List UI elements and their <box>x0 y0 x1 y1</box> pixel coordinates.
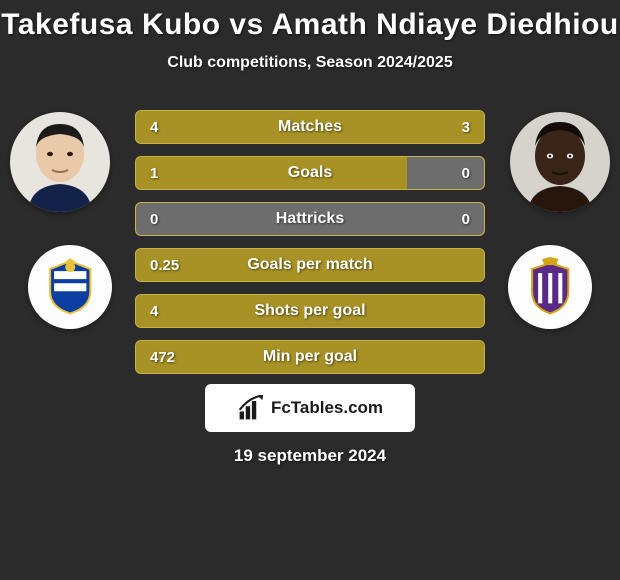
player2-avatar <box>510 112 610 212</box>
stat-row: 0.25Goals per match <box>135 248 485 282</box>
date-text: 19 september 2024 <box>0 446 620 466</box>
comparison-area: 43Matches10Goals00Hattricks0.25Goals per… <box>0 100 620 370</box>
stat-value-right: 0 <box>462 157 470 189</box>
stat-bar-right <box>334 111 484 143</box>
page-title: Takefusa Kubo vs Amath Ndiaye Diedhiou <box>0 8 620 42</box>
stat-label: Hattricks <box>136 203 484 235</box>
stat-row: 0 0Hattricks <box>135 202 485 236</box>
player2-club-logo <box>508 245 592 329</box>
stat-row: 4Shots per goal <box>135 294 485 328</box>
stats-list: 43Matches10Goals00Hattricks0.25Goals per… <box>135 100 485 374</box>
branding-text: FcTables.com <box>271 398 383 418</box>
stat-bar-left <box>136 157 407 189</box>
player2-avatar-icon <box>510 112 610 212</box>
stat-bar-left <box>136 111 334 143</box>
stat-bar-left <box>136 295 484 327</box>
real-valladolid-crest-icon <box>520 257 580 317</box>
stat-bar-left <box>136 249 484 281</box>
fctables-logo-icon <box>237 394 265 422</box>
stat-row: 472Min per goal <box>135 340 485 374</box>
player1-avatar <box>10 112 110 212</box>
stat-value-right: 0 <box>462 203 470 235</box>
stat-row: 10Goals <box>135 156 485 190</box>
stat-bar-left <box>136 341 484 373</box>
stat-value-left: 0 <box>150 203 158 235</box>
subtitle: Club competitions, Season 2024/2025 <box>0 54 620 72</box>
real-sociedad-crest-icon <box>40 257 100 317</box>
player1-club-logo <box>28 245 112 329</box>
player1-avatar-icon <box>10 112 110 212</box>
stat-row: 43Matches <box>135 110 485 144</box>
branding-badge: FcTables.com <box>205 384 415 432</box>
